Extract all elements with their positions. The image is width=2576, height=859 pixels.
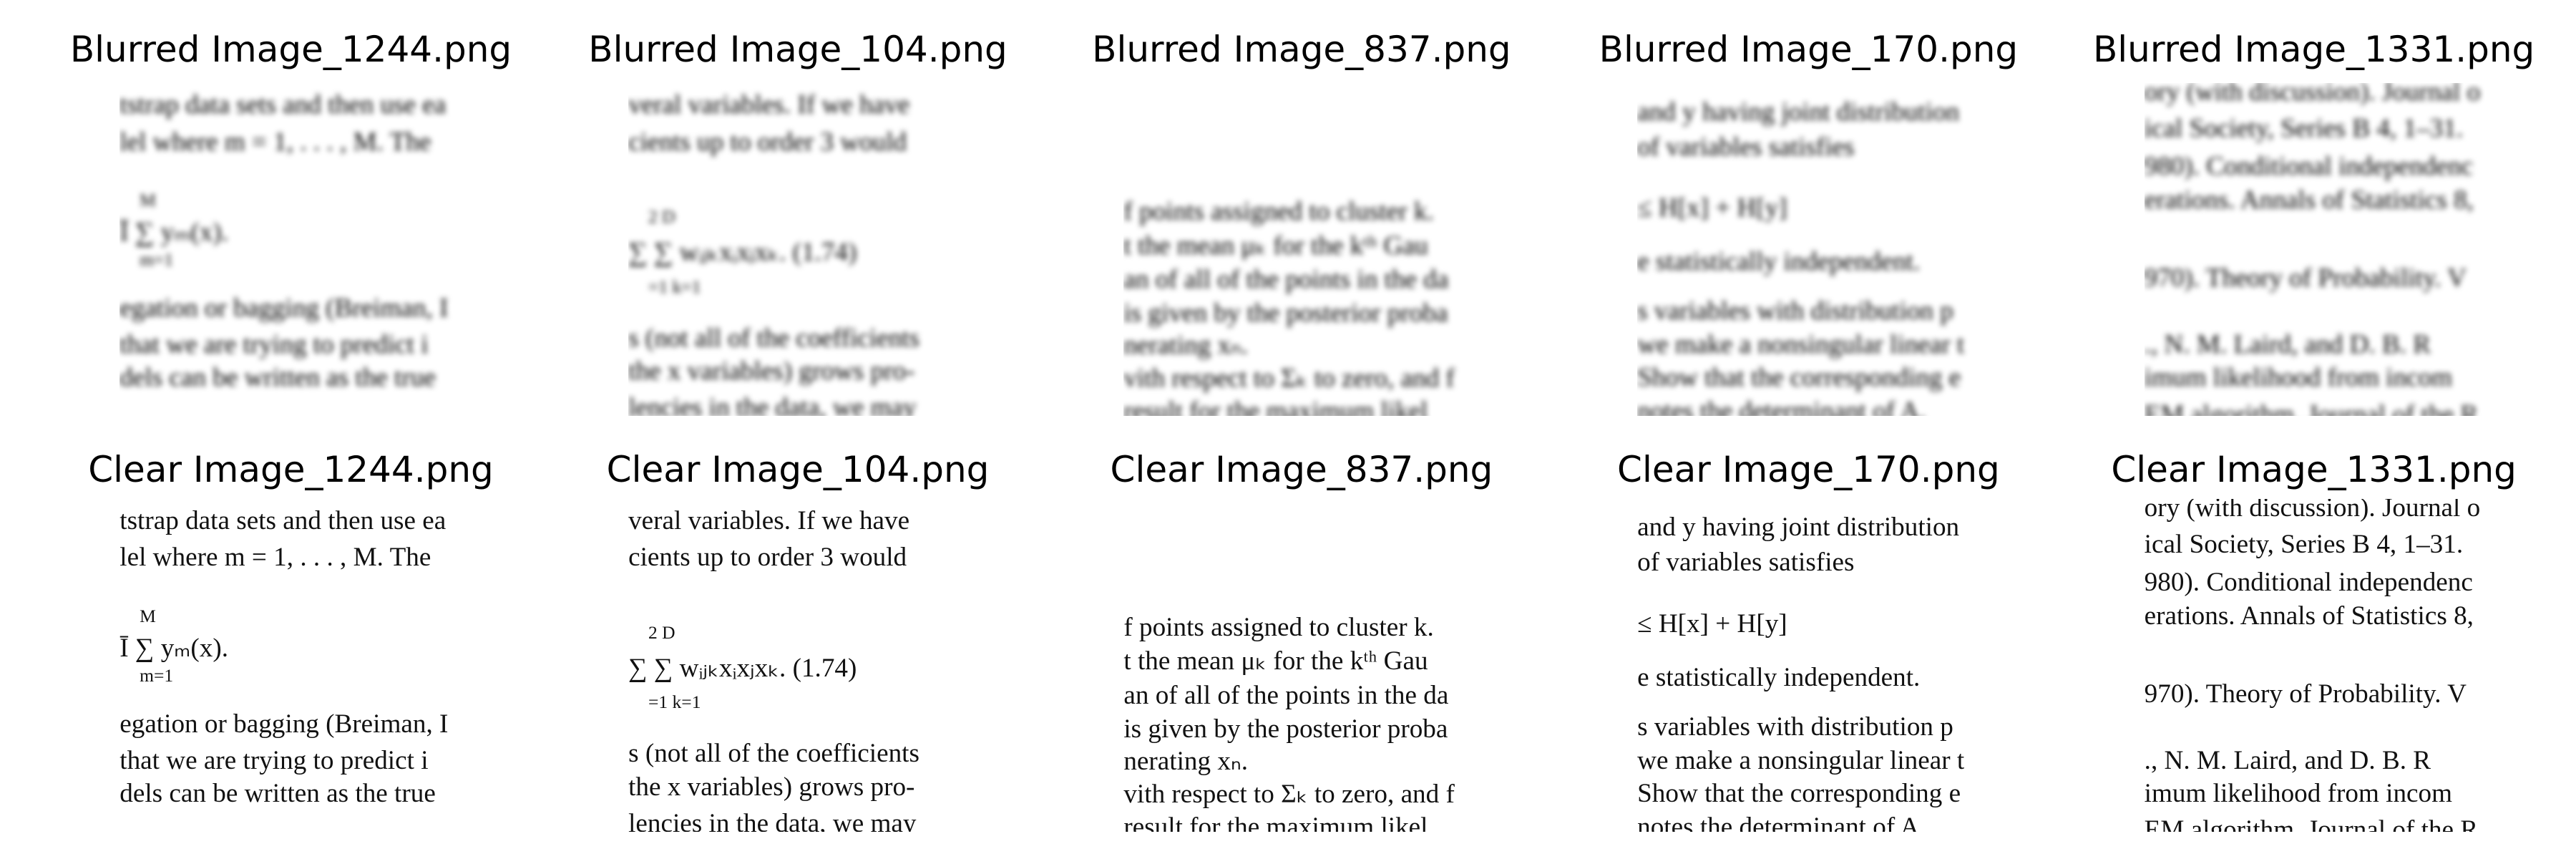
- text-line: we make a nonsingular linear t: [1637, 745, 1965, 775]
- text-line: Ī ∑ yₘ(x).: [119, 217, 229, 247]
- text-line: dels can be written as the true: [119, 779, 436, 809]
- blurred-image: ory (with discussion). Journal o ical Soc…: [2144, 83, 2485, 417]
- text-line: erations. Annals of Statistics 8,: [2144, 601, 2474, 631]
- panel-title: Clear Image_1244.png: [88, 449, 494, 491]
- text-line: result for the maximum likel: [1123, 812, 1428, 832]
- blurred-image: and y having joint distribution of variab…: [1637, 83, 1979, 417]
- text-line: vith respect to Σₖ to zero, and f: [1123, 780, 1455, 810]
- text-line: veral variables. If we have: [628, 506, 910, 536]
- text-line: 980). Conditional independenc: [2144, 568, 2473, 598]
- text-line: ≤ H[x] + H[y]: [1637, 193, 1787, 223]
- text-line: imum likelihood from incom: [2144, 363, 2453, 393]
- panel-title: Clear Image_104.png: [606, 449, 990, 491]
- text-line: M: [140, 189, 156, 210]
- text-line: that we are trying to predict i: [119, 329, 429, 359]
- text-line: lencies in the data, we may: [628, 393, 917, 417]
- text-line: ory (with discussion). Journal o: [2144, 83, 2481, 107]
- blurred-image: f points assigned to cluster k. t the mea…: [1123, 83, 1465, 417]
- text-line: EM algorithm. Journal of the R: [2144, 815, 2479, 832]
- text-line: is given by the posterior proba: [1123, 298, 1448, 328]
- text-line: an of all of the points in the da: [1123, 681, 1449, 711]
- text-line: is given by the posterior proba: [1123, 714, 1448, 744]
- text-line: nerating xₙ.: [1123, 330, 1249, 360]
- text-line: egation or bagging (Breiman, I: [119, 293, 449, 323]
- text-line: Ī ∑ yₘ(x).: [119, 633, 229, 663]
- panel-title: Clear Image_170.png: [1617, 449, 2000, 491]
- clear-image: tstrap data sets and then use ea lel wher…: [119, 498, 461, 832]
- text-line: of variables satisfies: [1637, 548, 1855, 578]
- text-line: ., N. M. Laird, and D. B. R: [2144, 745, 2431, 775]
- text-line: t the mean μₖ for the kᵗʰ Gau: [1123, 646, 1428, 676]
- text-line: ∑ ∑ wᵢⱼₖxᵢxⱼxₖ. (1.74): [628, 653, 857, 683]
- text-line: lel where m = 1, . . . , M. The: [119, 127, 431, 157]
- text-line: the x variables) grows pro-: [628, 356, 915, 387]
- text-line: s variables with distribution p: [1637, 296, 1953, 326]
- panel-title: Blurred Image_170.png: [1599, 28, 2019, 70]
- blurred-image: veral variables. If we have cients up to …: [628, 83, 970, 417]
- text-line: =1 k=1: [648, 276, 701, 297]
- text-line: ical Society, Series B 4, 1–31.: [2144, 529, 2464, 559]
- blurred-image: tstrap data sets and then use ea lel wher…: [119, 83, 461, 417]
- text-line: an of all of the points in the da: [1123, 265, 1449, 295]
- panel-title: Blurred Image_837.png: [1092, 28, 1511, 70]
- text-line: egation or bagging (Breiman, I: [119, 709, 449, 739]
- text-line: e statistically independent.: [1637, 662, 1921, 692]
- text-line: tstrap data sets and then use ea: [119, 90, 447, 120]
- text-line: notes the determinant of A.: [1637, 396, 1926, 417]
- text-line: that we are trying to predict i: [119, 745, 429, 775]
- text-line: Show that the corresponding e: [1637, 363, 1961, 393]
- text-line: f points assigned to cluster k.: [1123, 612, 1434, 642]
- text-line: imum likelihood from incom: [2144, 779, 2453, 809]
- clear-image: veral variables. If we have cients up to …: [628, 498, 970, 832]
- text-line: f points assigned to cluster k.: [1123, 197, 1434, 227]
- text-line: m=1: [140, 249, 174, 271]
- text-line: the x variables) grows pro-: [628, 772, 915, 802]
- text-line: result for the maximum likel: [1123, 396, 1428, 417]
- text-line: =1 k=1: [648, 691, 701, 713]
- text-line: cients up to order 3 would: [628, 127, 907, 157]
- clear-image: f points assigned to cluster k. t the mea…: [1123, 498, 1465, 832]
- text-line: we make a nonsingular linear t: [1637, 329, 1965, 359]
- text-line: notes the determinant of A.: [1637, 812, 1926, 832]
- text-line: tstrap data sets and then use ea: [119, 506, 447, 536]
- text-line: dels can be written as the true: [119, 363, 436, 393]
- text-line: nerating xₙ.: [1123, 746, 1249, 776]
- text-line: lel where m = 1, . . . , M. The: [119, 543, 431, 573]
- panel-title: Clear Image_1331.png: [2111, 449, 2517, 491]
- text-line: ory (with discussion). Journal o: [2144, 498, 2481, 523]
- text-line: Show that the corresponding e: [1637, 779, 1961, 809]
- text-line: s (not all of the coefficients: [628, 323, 919, 353]
- text-line: s variables with distribution p: [1637, 712, 1953, 742]
- text-line: ical Society, Series B 4, 1–31.: [2144, 113, 2464, 143]
- panel-title: Blurred Image_104.png: [588, 28, 1008, 70]
- clear-image: and y having joint distribution of variab…: [1637, 498, 1979, 832]
- text-line: 2 D: [648, 621, 675, 643]
- panel-title: Blurred Image_1244.png: [69, 28, 512, 70]
- text-line: m=1: [140, 665, 174, 686]
- text-line: ., N. M. Laird, and D. B. R: [2144, 329, 2431, 359]
- clear-image: ory (with discussion). Journal o ical Soc…: [2144, 498, 2485, 832]
- text-line: t the mean μₖ for the kᵗʰ Gau: [1123, 230, 1428, 261]
- text-line: lencies in the data, we may: [628, 808, 917, 832]
- panel-title: Blurred Image_1331.png: [2092, 28, 2535, 70]
- text-line: 970). Theory of Probability. V: [2144, 263, 2467, 293]
- text-line: vith respect to Σₖ to zero, and f: [1123, 364, 1455, 394]
- text-line: veral variables. If we have: [628, 90, 910, 120]
- text-line: cients up to order 3 would: [628, 543, 907, 573]
- text-line: EM algorithm. Journal of the R: [2144, 399, 2479, 417]
- text-line: s (not all of the coefficients: [628, 739, 919, 769]
- text-line: ≤ H[x] + H[y]: [1637, 609, 1787, 639]
- text-line: e statistically independent.: [1637, 246, 1921, 276]
- text-line: of variables satisfies: [1637, 132, 1855, 162]
- text-line: M: [140, 605, 156, 626]
- text-line: and y having joint distribution: [1637, 513, 1960, 543]
- text-line: 970). Theory of Probability. V: [2144, 679, 2467, 709]
- text-line: erations. Annals of Statistics 8,: [2144, 185, 2474, 215]
- text-line: ∑ ∑ wᵢⱼₖxᵢxⱼxₖ. (1.74): [628, 237, 857, 267]
- text-line: 2 D: [648, 206, 675, 228]
- text-line: 980). Conditional independenc: [2144, 152, 2473, 182]
- panel-title: Clear Image_837.png: [1110, 449, 1493, 491]
- text-line: and y having joint distribution: [1637, 97, 1960, 127]
